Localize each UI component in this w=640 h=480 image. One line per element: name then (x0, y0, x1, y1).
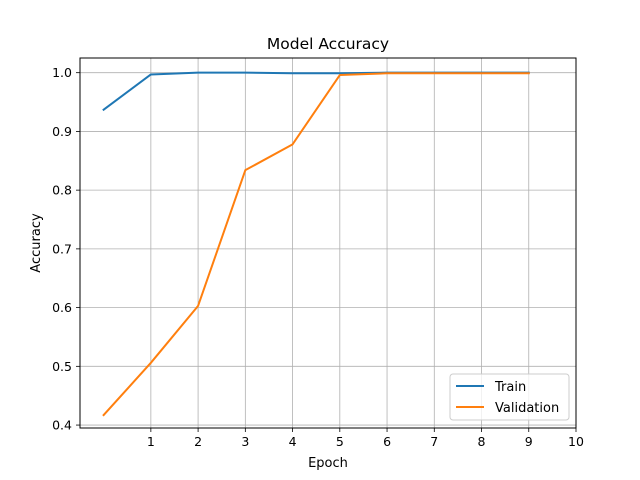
legend-label-validation: Validation (495, 401, 559, 416)
legend-label-train: Train (494, 380, 526, 395)
y-tick-label: 0.9 (52, 124, 72, 139)
x-tick-label: 10 (568, 434, 584, 449)
x-tick-label: 1 (147, 434, 155, 449)
chart-title: Model Accuracy (267, 35, 389, 53)
y-tick-label: 0.5 (52, 359, 72, 374)
legend: Train Validation (449, 373, 570, 421)
x-axis-title: Epoch (308, 456, 348, 471)
x-tick-label: 4 (289, 434, 297, 449)
y-axis-title: Accuracy (29, 213, 44, 273)
series-line-validation (102, 72, 530, 417)
y-tick-label: 0.8 (52, 183, 72, 198)
y-tick-label: 1.0 (52, 65, 72, 80)
x-tick-label: 2 (194, 434, 202, 449)
axis-ticks: 1 2 3 4 5 6 7 8 9 10 0.4 0.5 0.6 0.7 0.8 0.9 1.0 (52, 65, 584, 449)
y-tick-label: 0.6 (52, 300, 72, 315)
series-lines (102, 71, 530, 417)
x-tick-label: 9 (525, 434, 533, 449)
x-tick-label: 6 (383, 434, 391, 449)
x-tick-label: 8 (478, 434, 486, 449)
x-tick-label: 7 (430, 434, 438, 449)
y-tick-label: 0.4 (52, 418, 72, 433)
x-tick-label: 5 (336, 434, 344, 449)
plot-frame (79, 57, 577, 429)
x-tick-label: 3 (241, 434, 249, 449)
y-tick-label: 0.7 (52, 241, 72, 256)
